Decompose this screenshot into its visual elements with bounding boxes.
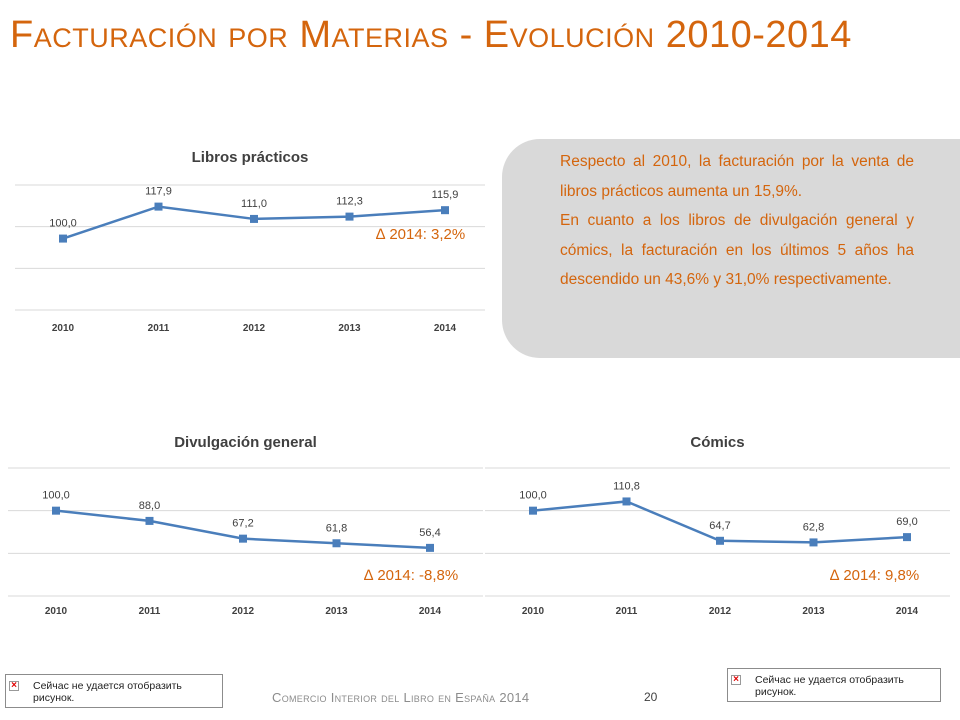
x-tick-label: 2013	[802, 606, 825, 617]
data-point	[250, 214, 258, 223]
data-point	[529, 506, 537, 515]
data-label: 56,4	[419, 527, 440, 539]
x-tick-label: 2012	[243, 323, 266, 334]
x-tick-label: 2010	[522, 606, 545, 617]
data-point	[332, 539, 341, 548]
info-box: Respecto al 2010, la facturación por la …	[502, 139, 960, 358]
page-number: 20	[644, 690, 658, 704]
data-point	[426, 543, 434, 552]
x-tick-label: 2014	[896, 606, 919, 617]
data-point	[345, 212, 354, 221]
data-point	[52, 506, 60, 515]
data-point	[903, 533, 911, 542]
chart-libros-practicos: Libros prácticos 100,0 117,9 111,0 112,3 115…	[15, 140, 485, 345]
chart-divulgacion-general: Divulgación general 100,0 88,0 67,2 61,8 56,…	[8, 428, 483, 628]
x-tick-label: 2013	[338, 323, 361, 334]
data-label: 100,0	[49, 218, 77, 230]
x-tick-label: 2010	[45, 606, 68, 617]
slide-title: Facturación por Materias - Evolución 201…	[10, 14, 852, 56]
data-point	[154, 202, 163, 211]
info-paragraph-2: En cuanto a los libros de divulgación ge…	[560, 212, 914, 288]
broken-image-message: Сейчас не удается отобразить рисунок.	[33, 680, 182, 704]
data-label: 100,0	[42, 490, 70, 502]
data-label: 61,8	[326, 522, 347, 534]
chart-title: Libros prácticos	[191, 149, 309, 166]
x-tick-label: 2011	[139, 606, 161, 617]
data-label: 115,9	[432, 189, 459, 201]
x-tick-label: 2013	[325, 606, 348, 617]
data-label: 67,2	[232, 518, 253, 530]
delta-label: ∆ 2014: 3,2%	[376, 226, 466, 243]
x-tick-label: 2011	[616, 606, 638, 617]
data-label: 64,7	[709, 520, 730, 532]
broken-image-icon: ×	[9, 681, 19, 691]
chart-plot: 100,0 117,9 111,0 112,3 115,9 2010 2011 2012 201…	[15, 184, 485, 334]
data-label: 111,0	[241, 198, 267, 210]
data-label: 100,0	[519, 490, 547, 502]
x-tick-label: 2011	[148, 323, 170, 334]
data-label: 69,0	[896, 516, 917, 528]
chart-title: Cómics	[690, 434, 745, 451]
chart-plot: 100,0 110,8 64,7 62,8 69,0 2010 2011 2012 2013 20…	[485, 467, 950, 617]
chart-comics: Cómics 100,0 110,8 64,7 62,8 69,0 2010 2011 201…	[485, 428, 950, 628]
broken-image-placeholder-right: × Сейчас не удается отобразить рисунок.	[727, 668, 941, 702]
broken-image-icon: ×	[731, 675, 741, 685]
data-point	[716, 536, 724, 545]
data-point	[145, 516, 154, 525]
data-label: 117,9	[145, 186, 172, 198]
x-tick-label: 2014	[434, 323, 457, 334]
x-tick-label: 2014	[419, 606, 442, 617]
chart-title: Divulgación general	[174, 434, 317, 451]
delta-label: ∆ 2014: 9,8%	[830, 567, 920, 584]
data-point	[441, 206, 449, 215]
x-tick-label: 2010	[52, 323, 75, 334]
delta-label: ∆ 2014: -8,8%	[364, 567, 459, 584]
data-label: 88,0	[139, 500, 160, 512]
x-tick-label: 2012	[232, 606, 255, 617]
data-point	[809, 538, 818, 547]
data-point	[239, 534, 247, 543]
chart-plot: 100,0 88,0 67,2 61,8 56,4 2010 2011 2012 2013 201…	[8, 467, 483, 617]
data-label: 110,8	[613, 480, 640, 492]
data-label: 62,8	[803, 521, 824, 533]
info-paragraph-1: Respecto al 2010, la facturación por la …	[560, 153, 914, 200]
data-label: 112,3	[336, 196, 363, 208]
x-tick-label: 2012	[709, 606, 732, 617]
broken-image-message: Сейчас не удается отобразить рисунок.	[755, 674, 904, 698]
data-point	[622, 497, 631, 506]
footer-text: Comercio Interior del Libro en España 20…	[272, 690, 530, 705]
data-point	[59, 234, 67, 243]
broken-image-placeholder-left: × Сейчас не удается отобразить рисунок.	[5, 674, 223, 708]
